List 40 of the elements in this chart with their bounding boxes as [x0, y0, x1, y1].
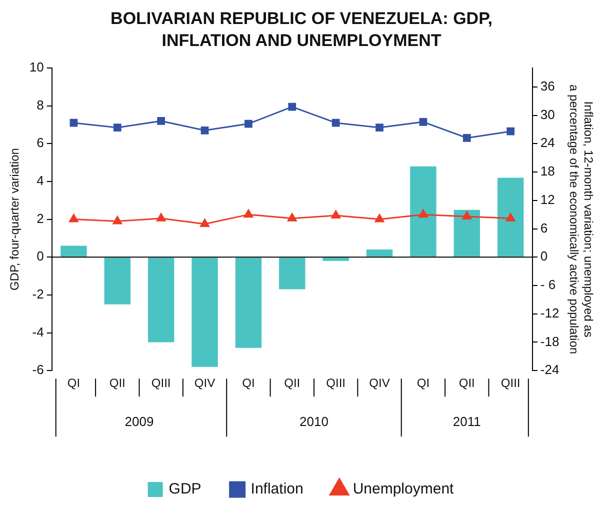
y-tick-label: -4: [32, 324, 44, 340]
y2-tick-label: 0: [540, 248, 548, 264]
y-tick-label: 0: [36, 248, 44, 264]
y-tick-label: -6: [32, 362, 44, 378]
text: 2009: [124, 414, 154, 430]
legend-label: Unemployment: [352, 480, 455, 498]
y-tick-label: 6: [36, 135, 44, 150]
y-tick-label: 10: [29, 60, 44, 75]
y2-tick-label: 30: [540, 106, 555, 122]
y2-tick-label: -18: [540, 334, 560, 349]
y2-axis-title: Inflation, 12-month variation; unemployed as a percentage of the economically active population: [567, 84, 596, 354]
x-tick-label: QII: [109, 376, 126, 390]
y-tick-label: -2: [32, 286, 44, 302]
x-tick-label: QIV: [369, 376, 390, 390]
y-tick-label: 2: [36, 210, 44, 226]
x-tick-label: QIII: [500, 376, 520, 390]
y-tick-label: 8: [36, 97, 44, 112]
x-tick-label: QIV: [194, 376, 216, 390]
x-tick-label: QI: [67, 376, 80, 390]
y2-tick-label: 24: [540, 135, 555, 150]
y2-tick-label: - 6: [540, 277, 556, 292]
y2-tick-label: 36: [540, 78, 555, 94]
legend-label: Inflation: [250, 480, 304, 498]
y2-tick-label: -12: [540, 305, 560, 320]
text: 2010: [300, 414, 328, 430]
y-axis-title: GDP, four-quarter variation: [8, 148, 22, 291]
y2-tick-label: 6: [540, 220, 548, 236]
x-tick-label: QII: [458, 376, 475, 390]
y2-tick-label: 18: [540, 164, 555, 179]
y2-tick-label: 12: [540, 192, 555, 207]
x-tick-label: QIII: [151, 376, 171, 390]
legend-label: GDP: [168, 480, 202, 498]
x-tick-label: QI: [416, 376, 430, 390]
y-tick-label: 4: [36, 173, 44, 188]
x-tick-label: QII: [284, 376, 300, 390]
y2-tick-label: -24: [540, 362, 560, 378]
x-tick-label: QI: [242, 376, 255, 390]
x-tick-label: QIII: [326, 376, 346, 390]
text: 2011: [452, 414, 481, 430]
chart-title: BOLIVARIAN REPUBLIC OF VENEZUELA: GDP, INFLATION AND UNEMPLOYMENT: [110, 8, 494, 52]
